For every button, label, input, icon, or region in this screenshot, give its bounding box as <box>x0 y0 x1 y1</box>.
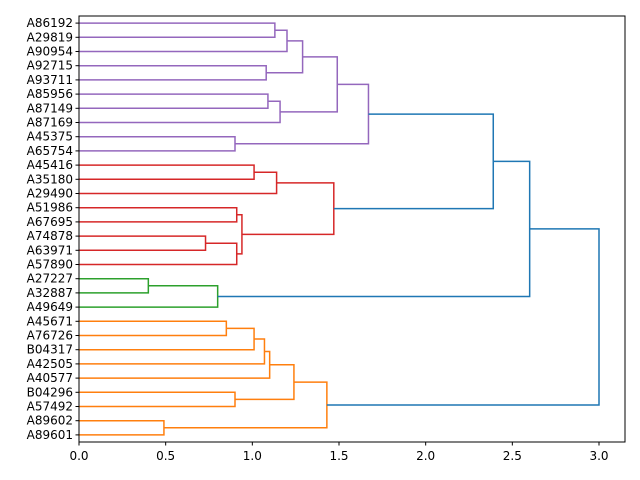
leaf-label: A65754 <box>27 144 73 158</box>
leaf-label: A45375 <box>27 130 73 144</box>
link-m7 <box>280 56 339 113</box>
x-tick-label: 0.5 <box>156 449 175 463</box>
link-m8 <box>79 135 236 152</box>
link-m10 <box>79 164 255 181</box>
x-tick-label: 1.5 <box>329 449 348 463</box>
leaf-label: A89601 <box>27 428 73 442</box>
leaf-label: A93711 <box>27 73 73 87</box>
leaf-label: A87169 <box>27 116 73 130</box>
leaf-label: A86192 <box>27 16 73 30</box>
leaf-label: A45671 <box>27 314 73 328</box>
leaf-label: A92715 <box>27 59 73 73</box>
link-m13 <box>79 235 207 252</box>
link-m23 <box>79 338 266 365</box>
link-m29 <box>326 228 600 406</box>
leaf-labels: A86192A29819A90954A92715A93711A85956A871… <box>27 16 79 442</box>
leaf-label: A76726 <box>27 329 73 343</box>
link-m16 <box>241 182 335 236</box>
x-tick-label: 0.0 <box>69 449 88 463</box>
leaf-label: A29490 <box>27 187 73 201</box>
link-m6 <box>79 100 281 124</box>
leaf-label: A51986 <box>27 201 73 215</box>
link-m11 <box>79 171 278 195</box>
link-m28 <box>163 381 328 429</box>
link-m26 <box>235 364 295 401</box>
link-m14 <box>79 242 238 266</box>
link-m25 <box>79 391 236 408</box>
leaf-label: A35180 <box>27 172 73 186</box>
x-axis: 0.0 0.5 1.0 1.5 2.0 2.5 3.0 <box>69 442 609 463</box>
link-m27 <box>79 419 165 436</box>
link-m17 <box>333 113 495 210</box>
leaf-label: A90954 <box>27 45 73 59</box>
plot-frame <box>78 15 626 443</box>
leaf-label: B04296 <box>27 385 73 399</box>
link-m5 <box>79 93 269 110</box>
leaf-label: A29819 <box>27 30 73 44</box>
link-m20 <box>217 160 531 298</box>
x-tick-label: 2.0 <box>416 449 435 463</box>
link-m9 <box>235 83 370 145</box>
leaf-label: A57890 <box>27 258 73 272</box>
link-m15 <box>236 214 243 255</box>
leaf-label: A67695 <box>27 215 73 229</box>
leaf-label: A42505 <box>27 357 73 371</box>
x-tick-label: 2.5 <box>503 449 522 463</box>
link-m22 <box>79 327 255 351</box>
leaf-label: A32887 <box>27 286 73 300</box>
leaf-label: A87149 <box>27 101 73 115</box>
leaf-label: A40577 <box>27 371 73 385</box>
link-m18 <box>79 277 150 294</box>
leaf-label: A74878 <box>27 229 73 243</box>
leaf-label: A63971 <box>27 243 73 257</box>
x-tick-label: 1.0 <box>243 449 262 463</box>
leaf-label: A85956 <box>27 87 73 101</box>
leaf-label: B04317 <box>27 343 73 357</box>
link-m24 <box>79 350 271 379</box>
leaf-label: A89602 <box>27 414 73 428</box>
link-m3 <box>79 64 267 81</box>
leaf-label: A49649 <box>27 300 73 314</box>
link-m21 <box>79 320 228 337</box>
x-tick-label: 3.0 <box>589 449 608 463</box>
link-m12 <box>79 206 238 223</box>
link-m2 <box>79 29 288 53</box>
link-m4 <box>266 40 304 74</box>
link-m1 <box>79 22 276 39</box>
dendrogram-links <box>79 22 600 436</box>
leaf-label: A27227 <box>27 272 73 286</box>
leaf-label: A57492 <box>27 400 73 414</box>
leaf-label: A45416 <box>27 158 73 172</box>
